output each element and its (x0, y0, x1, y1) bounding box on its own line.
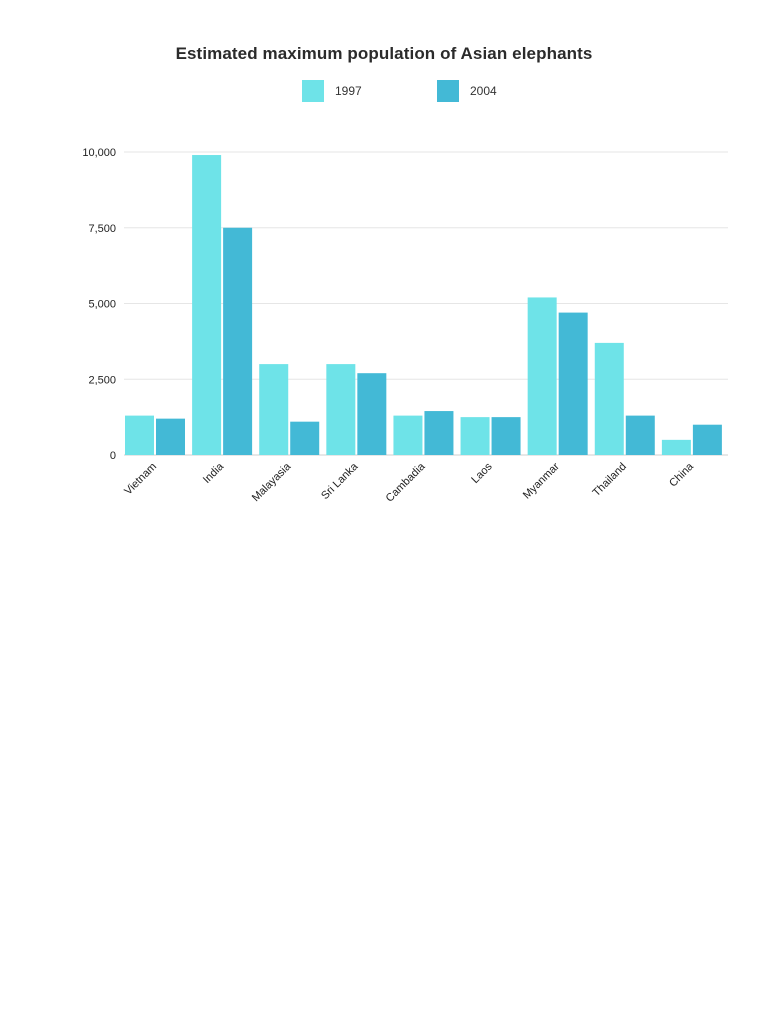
legend: 1997 2004 (0, 80, 768, 106)
bar-2004-china (692, 424, 722, 455)
bar-1997-laos (460, 417, 490, 455)
bar-2004-laos (491, 417, 521, 455)
chart: Estimated maximum population of Asian el… (0, 44, 768, 505)
bar-1997-malayasia (259, 364, 289, 455)
y-tick-label: 0 (110, 450, 116, 462)
x-tick-label: India (201, 460, 227, 486)
bar-1997-cambadia (393, 415, 423, 455)
legend-label-1997: 1997 (335, 84, 362, 98)
x-tick-label: China (667, 460, 696, 489)
y-tick-label: 2,500 (88, 374, 116, 386)
x-tick-label: Malayasia (250, 460, 294, 504)
bar-2004-sri-lanka (357, 373, 387, 455)
y-tick-label: 10,000 (82, 147, 116, 159)
y-tick-label: 7,500 (88, 223, 116, 235)
legend-item-1997: 1997 (302, 80, 362, 102)
bar-2004-thailand (625, 415, 655, 455)
bar-1997-myanmar (527, 297, 557, 455)
legend-item-2004: 2004 (437, 80, 497, 102)
bar-2004-malayasia (290, 421, 320, 455)
legend-label-2004: 2004 (470, 84, 497, 98)
bar-1997-thailand (594, 342, 624, 455)
bar-1997-india (192, 155, 222, 455)
x-tick-label: Sri Lanka (319, 460, 361, 502)
y-tick-label: 5,000 (88, 299, 116, 311)
x-tick-label: Laos (469, 460, 495, 486)
bar-2004-india (223, 227, 253, 455)
x-tick-label: Cambadia (384, 460, 429, 505)
x-tick-label: Myanmar (521, 460, 562, 501)
chart-title: Estimated maximum population of Asian el… (175, 44, 593, 63)
bar-1997-china (661, 439, 691, 455)
bar-2004-myanmar (558, 312, 588, 455)
plot-area: 0 2,500 5,000 7,500 10,000 Vietnam India Malaya… (82, 147, 728, 505)
x-tick-label: Thailand (591, 461, 629, 499)
bar-1997-sri-lanka (326, 364, 356, 455)
x-tick-label: Vietnam (122, 461, 159, 498)
bar-2004-vietnam (156, 418, 185, 455)
bar-2004-cambadia (424, 411, 454, 455)
legend-swatch-1997 (302, 80, 324, 102)
legend-swatch-2004 (437, 80, 459, 102)
bar-1997-vietnam (125, 415, 154, 455)
